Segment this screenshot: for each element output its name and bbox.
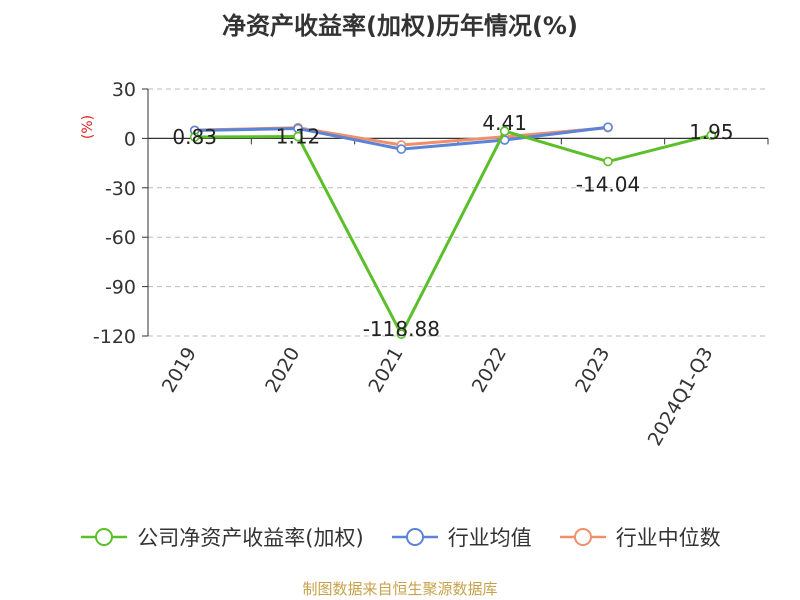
y-tick-label: 30 — [112, 79, 136, 101]
series-line — [194, 129, 712, 336]
data-label: -118.88 — [363, 317, 440, 341]
legend-marker-icon — [391, 528, 438, 546]
legend-item[interactable]: 公司净资产收益率(加权) — [79, 522, 364, 552]
y-tick-label: -60 — [105, 227, 136, 249]
x-tick-label: 2024Q1-Q3 — [644, 344, 718, 450]
legend-label: 行业中位数 — [615, 526, 721, 550]
x-tick-label: 2019 — [158, 344, 201, 397]
source-note: 制图数据来自恒生聚源数据库 — [302, 580, 498, 598]
data-point — [396, 329, 407, 339]
data-label: -14.04 — [576, 173, 640, 197]
data-point — [603, 156, 613, 167]
y-tick-label: 0 — [124, 128, 136, 150]
data-label: 4.41 — [482, 111, 527, 135]
legend-marker-icon — [81, 528, 128, 546]
legend-label: 公司净资产收益率(加权) — [137, 526, 364, 550]
legend-item[interactable]: 行业中位数 — [558, 522, 721, 552]
data-point — [396, 144, 407, 154]
y-tick-label: -90 — [105, 277, 136, 299]
line-chart: 30 0 -30 -60 -90 -120 (%) 2019 2020 2021 2022 2023 2… — [80, 79, 769, 450]
data-point — [189, 132, 200, 142]
data-point — [293, 131, 303, 142]
grid-lines — [148, 88, 768, 337]
x-tick-label: 2022 — [468, 343, 511, 396]
data-labels: 0.83 1.12 -118.88 4.41 -14.04 1.95 — [172, 111, 733, 341]
data-label: 1.12 — [276, 125, 321, 149]
chart-title: 净资产收益率(加权)历年情况(%) — [222, 12, 578, 40]
legend-marker-icon — [559, 528, 606, 546]
y-tick-label: -120 — [93, 326, 136, 348]
x-tick-label: 2023 — [571, 344, 614, 397]
x-tick-label: 2020 — [261, 344, 304, 397]
legend: 公司净资产收益率(加权) 行业均值 行业中位数 — [0, 522, 800, 552]
y-tick-label: -30 — [105, 178, 136, 200]
series-layer — [189, 122, 717, 339]
legend-label: 行业均值 — [447, 526, 532, 550]
x-tick-label: 2021 — [364, 344, 407, 397]
data-label: 0.83 — [172, 125, 217, 149]
legend-item[interactable]: 行业均值 — [390, 522, 532, 552]
data-point — [706, 130, 717, 140]
y-unit-label: (%) — [80, 115, 96, 139]
data-label: 1.95 — [689, 120, 734, 144]
data-point — [603, 122, 613, 133]
data-point — [499, 126, 510, 136]
